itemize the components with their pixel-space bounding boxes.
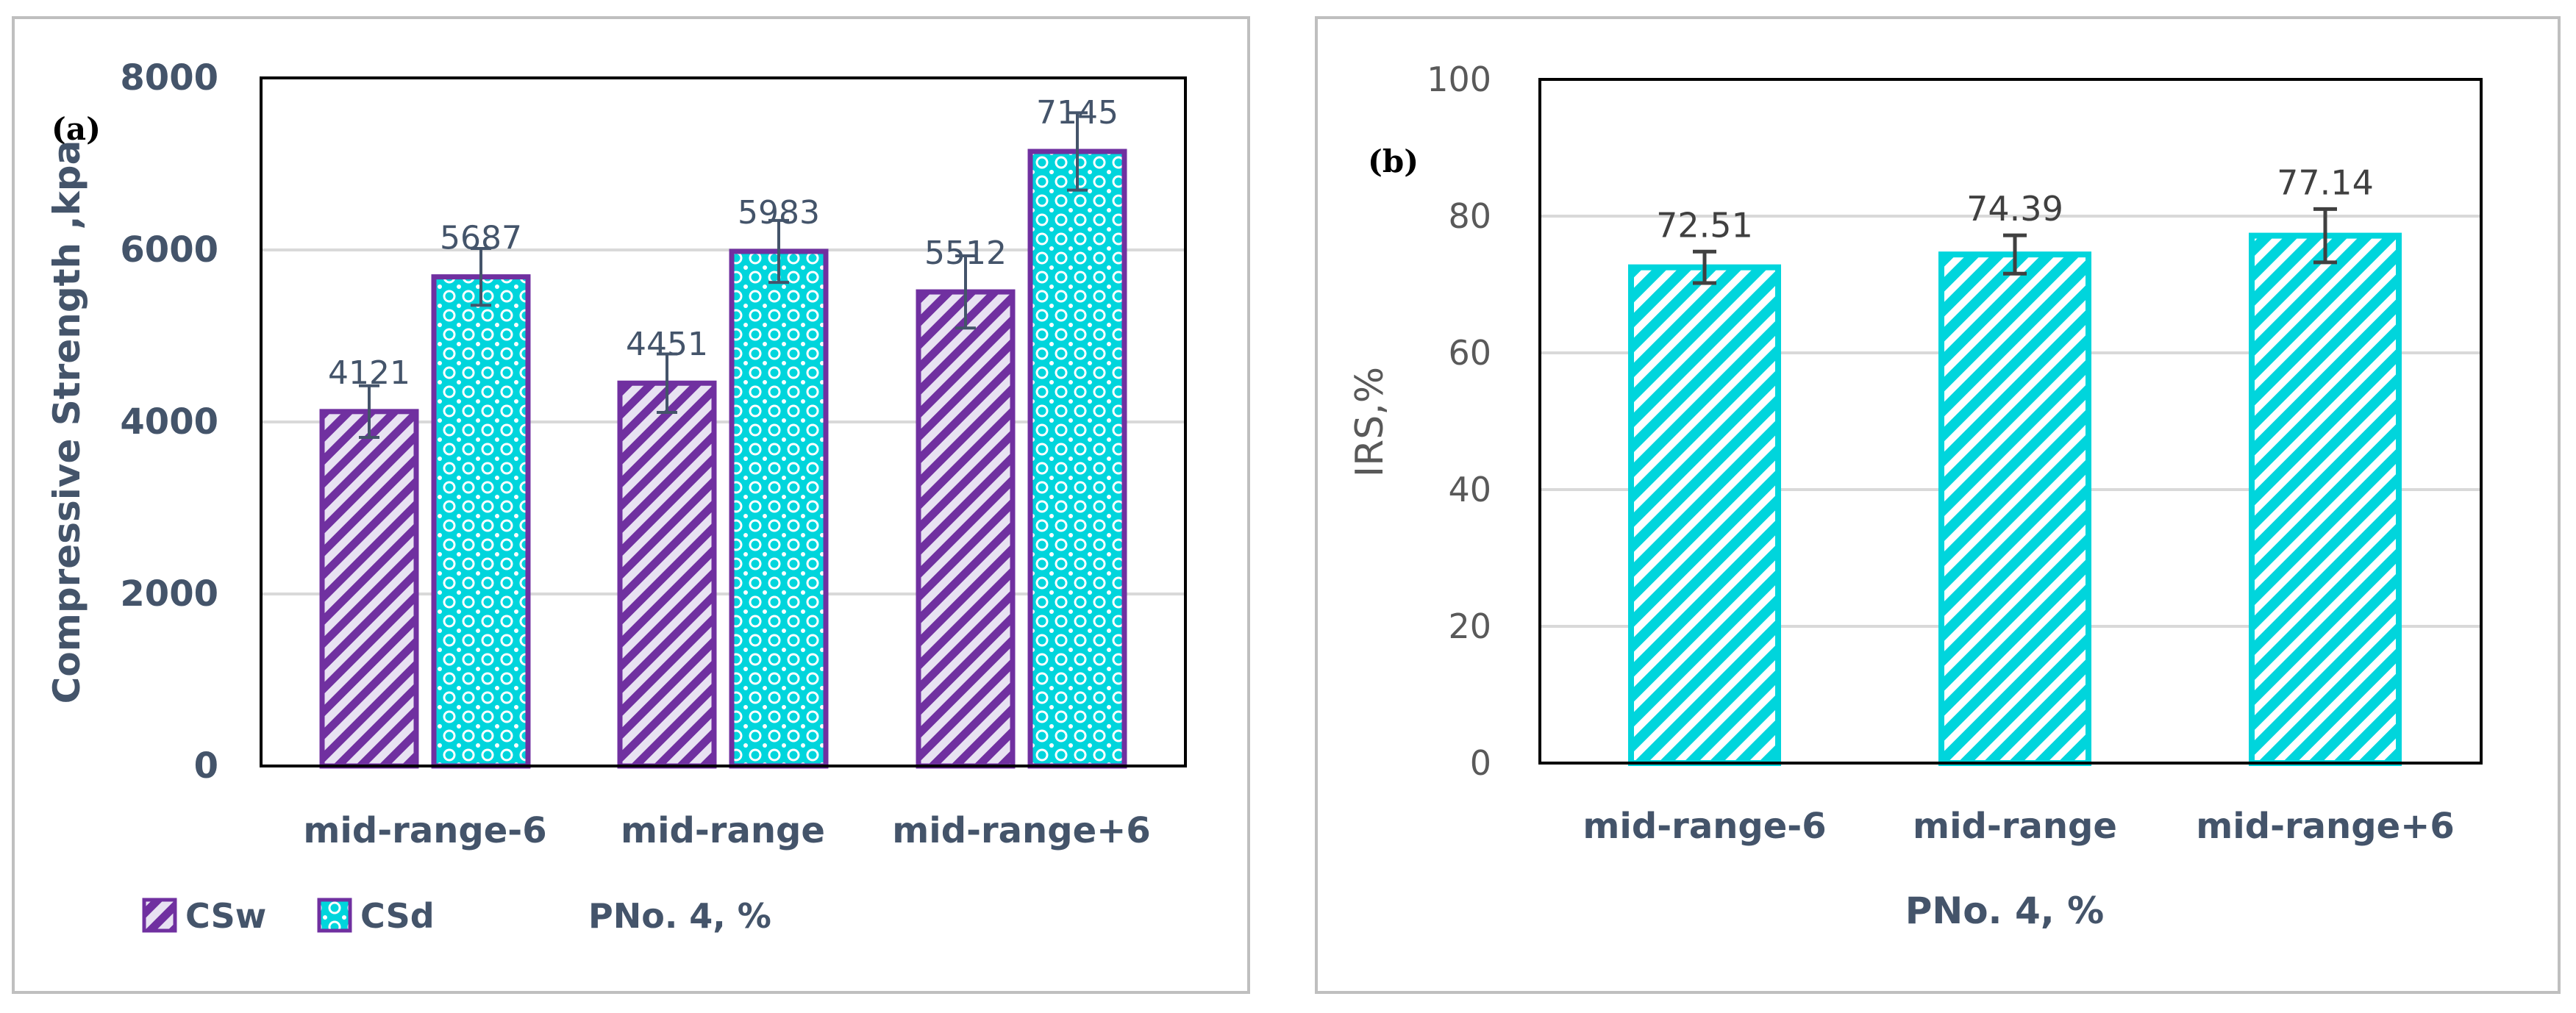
y-tick-label: 6000 xyxy=(120,229,218,271)
legend-swatch-csd xyxy=(317,898,352,933)
y-tick-label: 20 xyxy=(1448,606,1491,646)
data-label: 72.51 xyxy=(1656,205,1753,245)
legend-label-csw: CSw xyxy=(185,896,266,936)
bar-irs-mid-range xyxy=(1938,251,2091,767)
y-tick-label: 40 xyxy=(1448,470,1491,509)
legend-swatch-csw xyxy=(142,898,177,933)
bar-csw-mid-range-6 xyxy=(319,409,419,769)
panel-b-label: (b) xyxy=(1368,143,1419,179)
y-tick-label: 0 xyxy=(194,745,218,787)
x-category-label: mid-range+6 xyxy=(2196,806,2455,847)
data-label: 74.39 xyxy=(1966,189,2063,229)
data-label: 5983 xyxy=(738,194,820,232)
legend-item-csd: CSd xyxy=(317,896,435,936)
bar-csw-mid-range xyxy=(617,380,717,769)
y-tick-label: 60 xyxy=(1448,333,1491,373)
data-label: 5512 xyxy=(924,235,1007,272)
y-tick-label: 4000 xyxy=(120,401,218,443)
x-category-label: mid-range-6 xyxy=(303,810,546,851)
panel-a-legend: CSw CSd PNo. 4, % xyxy=(142,896,771,936)
x-category-label: mid-range+6 xyxy=(892,810,1151,851)
panel-b-y-axis-title: IRS,% xyxy=(1348,367,1392,477)
panel-a-x-axis-title: PNo. 4, % xyxy=(588,896,771,936)
bar-csw-mid-range+6 xyxy=(916,289,1016,769)
y-tick-label: 0 xyxy=(1470,743,1491,783)
data-label: 7145 xyxy=(1036,94,1118,132)
panel-a-x-categories: mid-range-6 mid-range mid-range+6 xyxy=(303,810,1150,851)
panel-b-x-axis-title: PNo. 4, % xyxy=(1905,889,2105,932)
bar-irs-mid-range+6 xyxy=(2249,232,2402,766)
panel-b-plot-border xyxy=(1538,78,2483,765)
panel-b-y-ticks: 0 20 40 60 80 100 xyxy=(1427,60,1491,783)
panel-a-label: (a) xyxy=(51,111,101,147)
y-tick-label: 80 xyxy=(1448,196,1491,236)
panel-b-data-labels: 72.51 74.39 77.14 xyxy=(1656,162,2374,245)
bar-csd-mid-range-6 xyxy=(431,274,531,769)
panel-b-bars xyxy=(1628,232,2402,767)
y-tick-label: 2000 xyxy=(120,573,218,615)
data-label: 77.14 xyxy=(2277,162,2374,202)
bar-csd-mid-range xyxy=(729,248,829,769)
panel-a-data-labels: 4121 5687 4451 5983 5512 7145 xyxy=(328,94,1118,392)
panel-b-error-bars xyxy=(1693,207,2337,285)
bar-irs-mid-range-6 xyxy=(1628,264,1781,767)
panel-a-plot-border xyxy=(260,76,1187,767)
x-category-label: mid-range xyxy=(1913,806,2117,847)
y-tick-label: 100 xyxy=(1427,60,1491,99)
panel-b-x-categories: mid-range-6 mid-range mid-range+6 xyxy=(1583,806,2454,847)
y-tick-label: 8000 xyxy=(120,57,218,99)
panel-a-y-axis-title: Compressive Strength ,kpa xyxy=(46,140,88,704)
data-label: 5687 xyxy=(440,220,522,257)
panel-a-bars xyxy=(319,148,1127,769)
x-category-label: mid-range-6 xyxy=(1583,806,1826,847)
legend-label-csd: CSd xyxy=(360,896,435,936)
bar-csd-mid-range+6 xyxy=(1027,148,1127,769)
x-category-label: mid-range xyxy=(621,810,825,851)
legend-item-csw: CSw xyxy=(142,896,266,936)
data-label: 4451 xyxy=(626,326,708,363)
panel-a-error-bars xyxy=(359,111,1088,439)
data-label: 4121 xyxy=(328,354,410,392)
panel-a-y-ticks: 0 2000 4000 6000 8000 xyxy=(120,57,218,787)
